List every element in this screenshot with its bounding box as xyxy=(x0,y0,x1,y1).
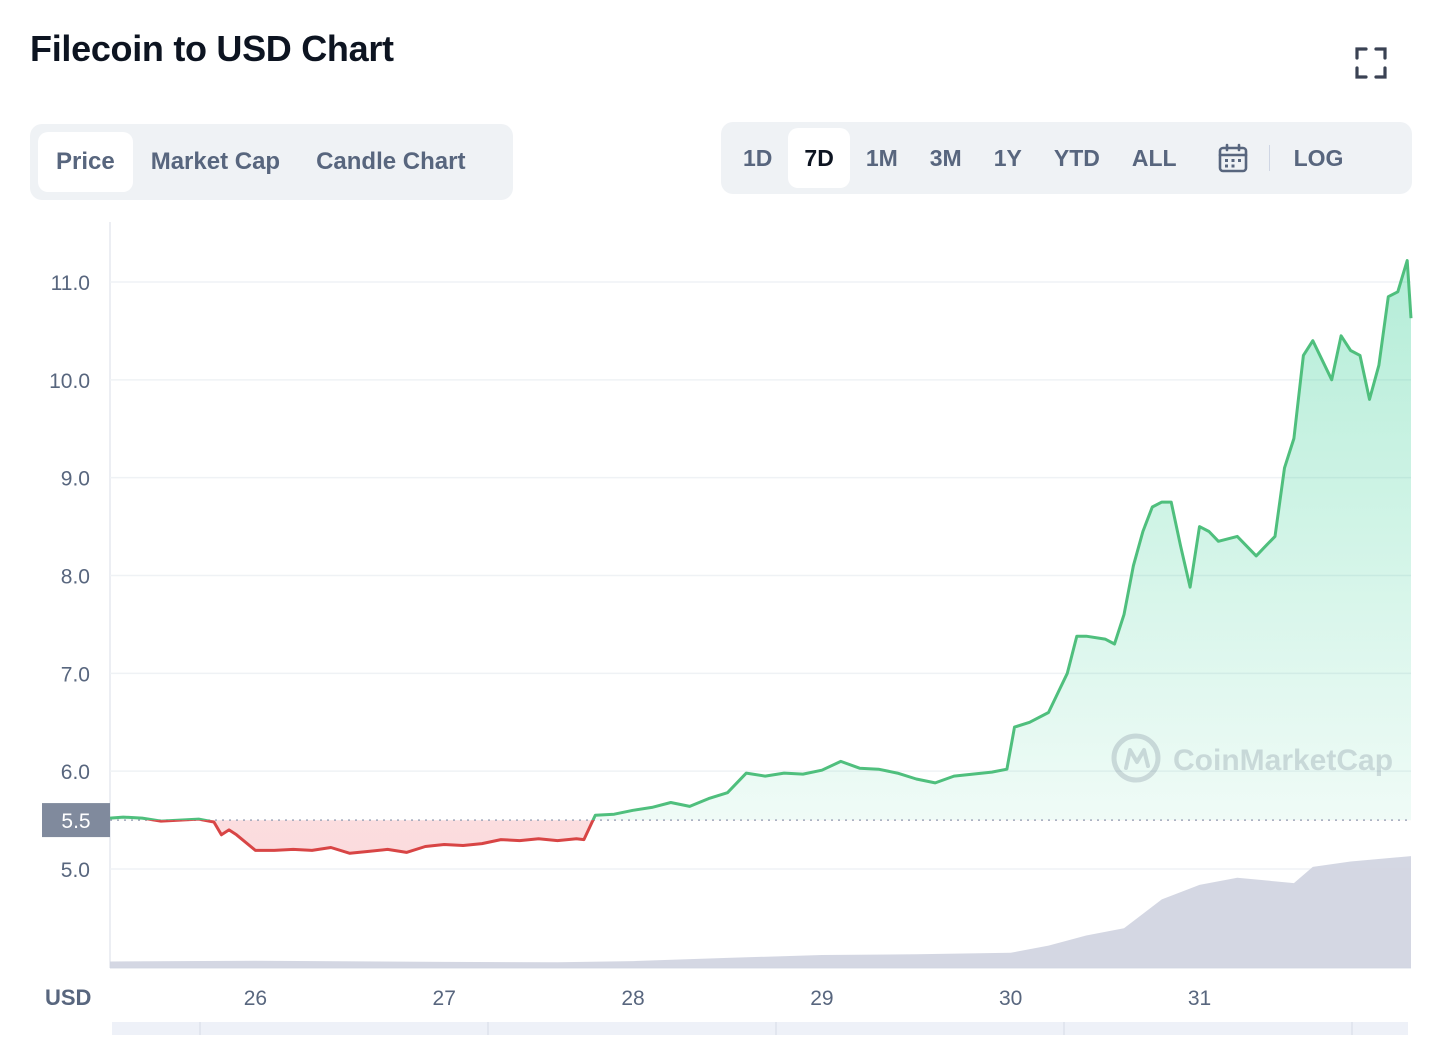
range-selector: 1D 7D 1M 3M 1Y YTD ALL LOG xyxy=(721,122,1412,194)
volume-series xyxy=(110,856,1411,968)
range-3m[interactable]: 3M xyxy=(929,144,962,171)
reference-price-label: 5.5 xyxy=(61,810,90,833)
y-tick-label: 11.0 xyxy=(51,272,90,295)
y-axis-labels: 5.0 6.0 7.0 8.0 9.0 10.0 11.0 xyxy=(49,272,90,882)
watermark-text: CoinMarketCap xyxy=(1173,744,1393,777)
y-tick-label: 10.0 xyxy=(49,370,90,393)
calendar-icon[interactable] xyxy=(1193,128,1259,188)
y-unit-label: USD xyxy=(45,985,91,1010)
fullscreen-icon[interactable] xyxy=(1354,46,1388,80)
range-1d[interactable]: 1D xyxy=(743,144,773,171)
range-slider-track xyxy=(112,1022,1408,1035)
price-line-down xyxy=(145,820,595,855)
x-tick-label: 26 xyxy=(244,987,267,1010)
x-tick-label: 29 xyxy=(810,987,833,1010)
price-line-up xyxy=(109,259,1413,821)
price-chart-svg[interactable]: 5.0 6.0 7.0 8.0 9.0 10.0 11.0 26 27 28 29 30 31 Coi… xyxy=(0,210,1439,1035)
range-7d[interactable]: 7D xyxy=(788,128,850,188)
page-title: Filecoin to USD Chart xyxy=(30,28,394,69)
price-badge: 5.5 xyxy=(42,803,110,838)
x-tick-label: 27 xyxy=(433,987,456,1010)
y-tick-label: 6.0 xyxy=(61,761,90,784)
price-chart: 5.0 6.0 7.0 8.0 9.0 10.0 11.0 26 27 28 29 30 31 Coi… xyxy=(0,210,1439,1035)
chart-type-tabs: Price Market Cap Candle Chart xyxy=(30,124,513,200)
price-fill-up xyxy=(110,260,1411,821)
volume-area xyxy=(110,856,1411,968)
x-axis-labels: 26 27 28 29 30 31 xyxy=(244,987,1211,1010)
log-toggle[interactable]: LOG xyxy=(1293,144,1344,171)
range-1y[interactable]: 1Y xyxy=(993,144,1022,171)
tab-price[interactable]: Price xyxy=(38,132,133,192)
y-tick-label: 5.0 xyxy=(61,859,90,882)
range-ytd[interactable]: YTD xyxy=(1053,144,1100,171)
coinmarketcap-watermark: CoinMarketCap xyxy=(1111,733,1393,783)
x-tick-label: 31 xyxy=(1188,987,1211,1010)
x-tick-label: 28 xyxy=(621,987,644,1010)
price-fill-down xyxy=(154,820,594,854)
y-tick-label: 7.0 xyxy=(61,663,90,686)
y-tick-label: 8.0 xyxy=(61,566,90,589)
tab-market-cap[interactable]: Market Cap xyxy=(150,148,281,175)
price-fill xyxy=(110,260,1411,854)
reference-price-badge xyxy=(42,803,110,838)
range-1m[interactable]: 1M xyxy=(865,144,898,171)
x-tick-label: 30 xyxy=(999,987,1022,1010)
toolbar-divider xyxy=(1268,145,1270,171)
tab-candle-chart[interactable]: Candle Chart xyxy=(316,148,466,175)
y-tick-label: 9.0 xyxy=(61,468,90,491)
range-all[interactable]: ALL xyxy=(1131,144,1177,171)
price-line xyxy=(109,259,1413,855)
